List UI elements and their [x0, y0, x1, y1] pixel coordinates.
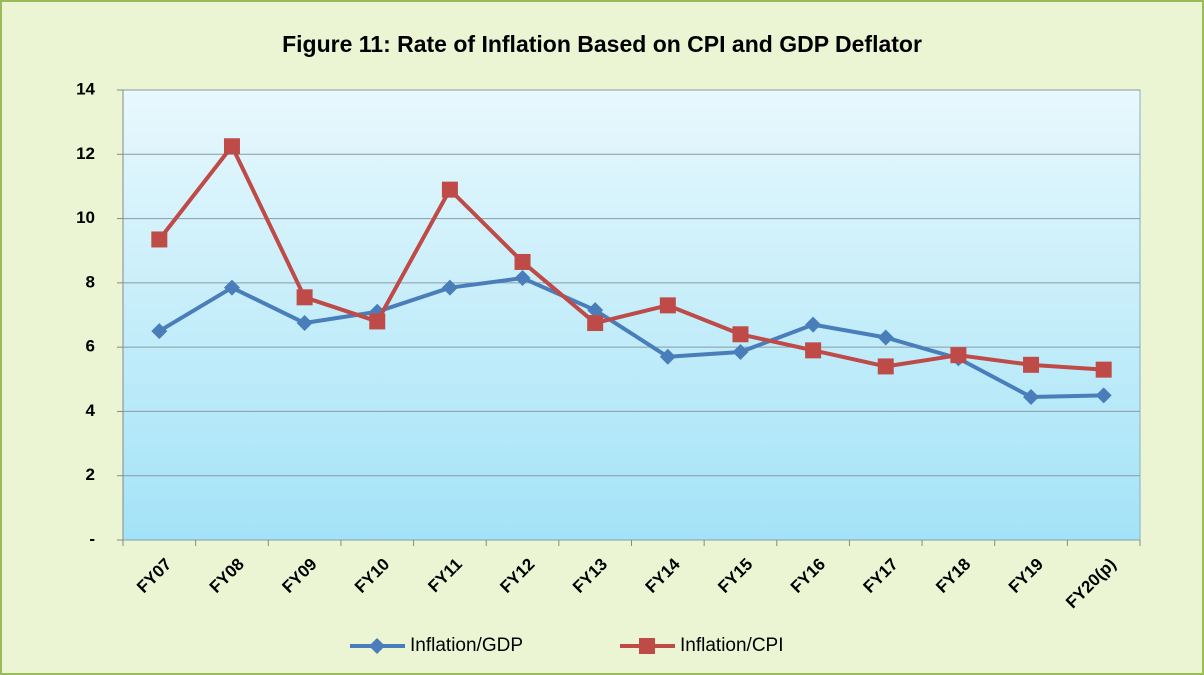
point-marker: [369, 313, 386, 330]
point-marker: [514, 270, 531, 287]
grid: [117, 89, 1141, 546]
point-marker: [151, 323, 168, 340]
point-marker: [732, 343, 749, 360]
point-marker: [1095, 361, 1112, 378]
point-marker: [587, 315, 604, 332]
point-marker: [441, 279, 458, 296]
point-marker: [805, 342, 822, 359]
legend-marker: [369, 638, 385, 654]
legend-marker: [639, 638, 655, 654]
y-tick-label: 12: [76, 144, 95, 163]
y-tick-label: 14: [76, 79, 95, 98]
legend-label: Inflation/CPI: [680, 635, 784, 656]
point-marker: [1023, 388, 1040, 405]
y-tick-label: 6: [86, 337, 95, 356]
point-marker: [1023, 356, 1040, 373]
y-tick-label: 4: [86, 401, 96, 420]
point-marker: [732, 326, 749, 343]
legend-label: Inflation/GDP: [410, 635, 523, 656]
series-line: [157, 144, 1104, 372]
point-marker: [223, 279, 240, 296]
y-tick-label: 2: [86, 465, 95, 484]
lines: [151, 138, 1112, 405]
series-line: [158, 276, 1104, 399]
point-marker: [514, 253, 531, 270]
point-marker: [441, 181, 458, 198]
chart-title: Figure 11: Rate of Inflation Based on CP…: [282, 31, 922, 57]
y-tick-label: 8: [86, 272, 95, 291]
point-marker: [1095, 387, 1112, 404]
point-marker: [151, 231, 168, 248]
point-marker: [223, 138, 240, 155]
y-tick-label: 10: [76, 208, 95, 227]
point-marker: [296, 289, 313, 306]
point-marker: [805, 316, 822, 333]
point-marker: [877, 358, 894, 375]
point-marker: [587, 302, 604, 319]
point-marker: [950, 347, 967, 364]
point-marker: [659, 297, 676, 314]
point-marker: [877, 329, 894, 346]
point-marker: [659, 348, 676, 365]
point-marker: [296, 315, 313, 332]
y-tick-label: -: [89, 529, 95, 548]
